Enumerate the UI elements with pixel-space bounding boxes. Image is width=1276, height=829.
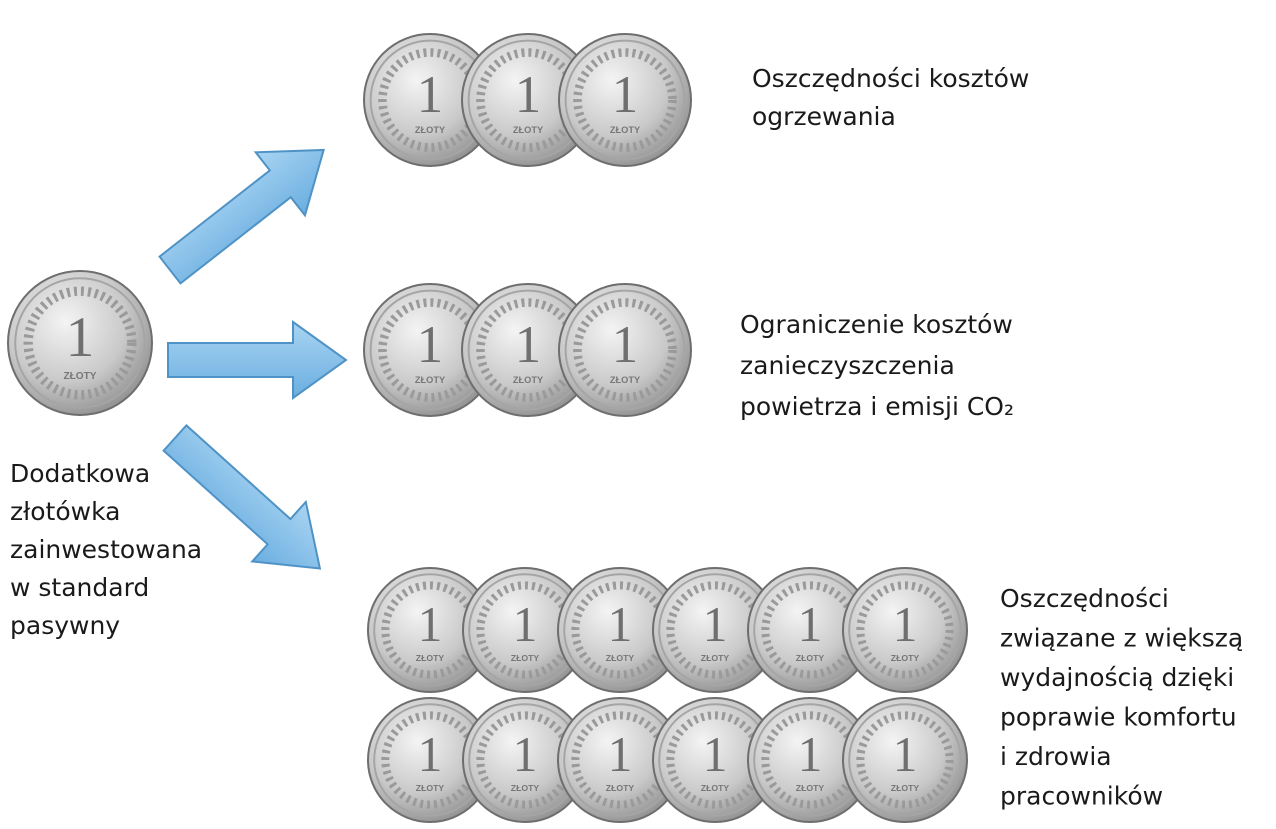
coin-label: ZŁOTY <box>416 653 445 663</box>
page: {"coin": {"numeral": "1", "label": "ZŁOT… <box>0 0 1276 829</box>
coin-label: ZŁOTY <box>416 783 445 793</box>
coin-numeral: 1 <box>798 597 823 652</box>
coin-label: ZŁOTY <box>701 653 730 663</box>
diagram: 1ZŁOTY1ZŁOTY1ZŁOTY1ZŁOTY1ZŁOTY1ZŁOTY1ZŁO… <box>0 0 1276 829</box>
coin-label: ZŁOTY <box>796 653 825 663</box>
coin-numeral: 1 <box>612 66 638 124</box>
source-text: pasywny <box>10 611 120 640</box>
arrow-right <box>168 322 346 398</box>
outcome-text: powietrza i emisji CO₂ <box>740 392 1014 421</box>
coin-numeral: 1 <box>703 727 728 782</box>
coin-numeral: 1 <box>612 316 638 374</box>
outcome-text: ogrzewania <box>752 102 896 131</box>
source-text: w standard <box>10 573 149 602</box>
coin-numeral: 1 <box>608 727 633 782</box>
coin-numeral: 1 <box>515 316 541 374</box>
source-text: Dodatkowa <box>10 459 150 488</box>
outcome-text: związane z większą <box>1000 624 1243 653</box>
coin-label: ZŁOTY <box>511 653 540 663</box>
coin-label: ZŁOTY <box>610 125 641 135</box>
outcome-text: wydajnością dzięki <box>1000 663 1234 692</box>
coin-label: ZŁOTY <box>513 375 544 385</box>
outcome-text: i zdrowia <box>1000 742 1112 771</box>
coin: 1 ZŁOTY <box>8 271 152 415</box>
outcome-text: Ograniczenie kosztów <box>740 310 1013 339</box>
coin-numeral: 1 <box>798 727 823 782</box>
coin-label: ZŁOTY <box>415 125 446 135</box>
coin-label: ZŁOTY <box>891 653 920 663</box>
coin-label: ZŁOTY <box>511 783 540 793</box>
arrows <box>145 118 348 598</box>
source-text: zainwestowana <box>10 535 202 564</box>
coin-label: ZŁOTY <box>513 125 544 135</box>
coin-numeral: 1 <box>893 727 918 782</box>
coin-numeral: 1 <box>515 66 541 124</box>
coin-numeral: 1 <box>417 66 443 124</box>
coin-label: ZŁOTY <box>796 783 825 793</box>
coin-label: ZŁOTY <box>701 783 730 793</box>
outcome-text: pracowników <box>1000 782 1163 811</box>
outcome-text: Oszczędności <box>1000 584 1169 613</box>
coin-label: ZŁOTY <box>63 371 96 382</box>
coin-numeral: 1 <box>66 306 95 369</box>
source-text: złotówka <box>10 497 120 526</box>
coin-numeral: 1 <box>513 727 538 782</box>
coin-numeral: 1 <box>418 597 443 652</box>
outcome-text: zanieczyszczenia <box>740 351 955 380</box>
coin-numeral: 1 <box>417 316 443 374</box>
coin-label: ZŁOTY <box>606 783 635 793</box>
arrow-down <box>148 408 346 598</box>
coin-label: ZŁOTY <box>891 783 920 793</box>
coin-numeral: 1 <box>418 727 443 782</box>
coin-label: ZŁOTY <box>606 653 635 663</box>
coin-numeral: 1 <box>893 597 918 652</box>
coin-numeral: 1 <box>608 597 633 652</box>
coin-numeral: 1 <box>703 597 728 652</box>
coin-label: ZŁOTY <box>415 375 446 385</box>
coins: 1ZŁOTY1ZŁOTY1ZŁOTY1ZŁOTY1ZŁOTY1ZŁOTY1ZŁO… <box>8 34 967 822</box>
outcome-text: poprawie komfortu <box>1000 703 1237 732</box>
outcome-text: Oszczędności kosztów <box>752 64 1029 93</box>
arrow-up <box>145 118 348 301</box>
coin-label: ZŁOTY <box>610 375 641 385</box>
coin-numeral: 1 <box>513 597 538 652</box>
